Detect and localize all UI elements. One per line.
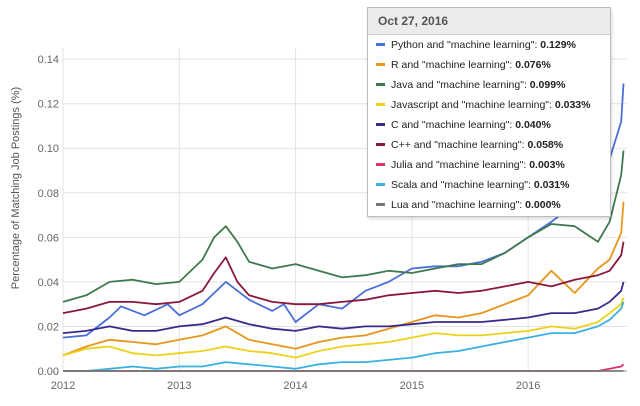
tooltip-row: Javascript and "machine learning": 0.033…: [368, 95, 610, 115]
legend-swatch: [376, 122, 385, 126]
tooltip-rows: Python and "machine learning": 0.129% R a…: [368, 35, 610, 215]
tooltip-row-label: C and "machine learning":: [391, 119, 516, 131]
legend-swatch: [376, 42, 385, 46]
x-axis-ticks: 2012 2013 2014 2015 2016: [51, 380, 541, 392]
x-tick-label: 2015: [400, 380, 424, 392]
series-line-2: [62, 150, 625, 303]
y-tick-label: 0.12: [38, 99, 59, 111]
y-tick-label: 0.04: [38, 277, 59, 289]
legend-swatch: [376, 102, 385, 106]
tooltip-row-label: Javascript and "machine learning":: [391, 99, 555, 111]
legend-swatch: [376, 202, 385, 206]
tooltip-row-value: 0.129%: [540, 39, 576, 51]
tooltip-row-label: C++ and "machine learning":: [391, 139, 528, 151]
legend-swatch: [376, 62, 385, 66]
tooltip-row-value: 0.040%: [515, 119, 551, 131]
y-tick-label: 0.02: [38, 321, 59, 333]
x-tick-label: 2014: [283, 380, 307, 392]
tooltip-row-label: Lua and "machine learning":: [391, 199, 526, 211]
tooltip-row: C and "machine learning": 0.040%: [368, 115, 610, 135]
hover-tooltip: Oct 27, 2016 Python and "machine learnin…: [367, 7, 611, 217]
tooltip-row: Julia and "machine learning": 0.003%: [368, 155, 610, 175]
tooltip-row: Lua and "machine learning": 0.000%: [368, 195, 610, 215]
y-tick-label: 0.06: [38, 232, 59, 244]
legend-swatch: [376, 162, 385, 166]
y-tick-label: 0.10: [38, 143, 59, 155]
tooltip-row-label: Scala and "machine learning":: [391, 179, 534, 191]
tooltip-row: C++ and "machine learning": 0.058%: [368, 135, 610, 155]
y-axis-ticks: 0.00 0.02 0.04 0.06 0.08 0.10 0.12 0.14: [38, 54, 59, 378]
tooltip-row: Scala and "machine learning": 0.031%: [368, 175, 610, 195]
tooltip-row-value: 0.033%: [554, 99, 591, 111]
series-line-4: [62, 281, 625, 334]
series-line-3: [62, 297, 625, 359]
tooltip-row-label: Python and "machine learning":: [391, 39, 541, 51]
y-tick-label: 0.00: [38, 366, 59, 378]
tooltip-row-value: 0.058%: [527, 139, 564, 151]
series-line-1: [62, 201, 625, 357]
x-tick-label: 2016: [516, 380, 540, 392]
series-line-5: [62, 241, 625, 314]
tooltip-row-label: Julia and "machine learning":: [391, 159, 530, 171]
legend-swatch: [376, 142, 385, 146]
tooltip-row-value: 0.000%: [525, 199, 561, 211]
tooltip-date: Oct 27, 2016: [368, 8, 610, 35]
x-tick-label: 2012: [51, 380, 75, 392]
tooltip-row: Python and "machine learning": 0.129%: [368, 35, 610, 55]
legend-swatch: [376, 182, 385, 186]
legend-swatch: [376, 82, 385, 86]
x-tick-label: 2013: [167, 380, 191, 392]
series-lines: [62, 83, 625, 372]
tooltip-row-value: 0.099%: [529, 79, 566, 91]
tooltip-row: R and "machine learning": 0.076%: [368, 55, 610, 75]
tooltip-row-value: 0.076%: [515, 59, 551, 71]
y-tick-label: 0.08: [38, 188, 59, 200]
tooltip-row-label: Java and "machine learning":: [391, 79, 530, 91]
series-line-7: [63, 301, 625, 372]
y-axis-label: Percentage of Matching Job Postings (%): [10, 87, 22, 289]
tooltip-row-label: R and "machine learning":: [391, 59, 516, 71]
tooltip-row-value: 0.003%: [529, 159, 565, 171]
tooltip-row-value: 0.031%: [533, 179, 570, 191]
tooltip-row: Java and "machine learning": 0.099%: [368, 75, 610, 95]
y-tick-label: 0.14: [38, 54, 59, 66]
